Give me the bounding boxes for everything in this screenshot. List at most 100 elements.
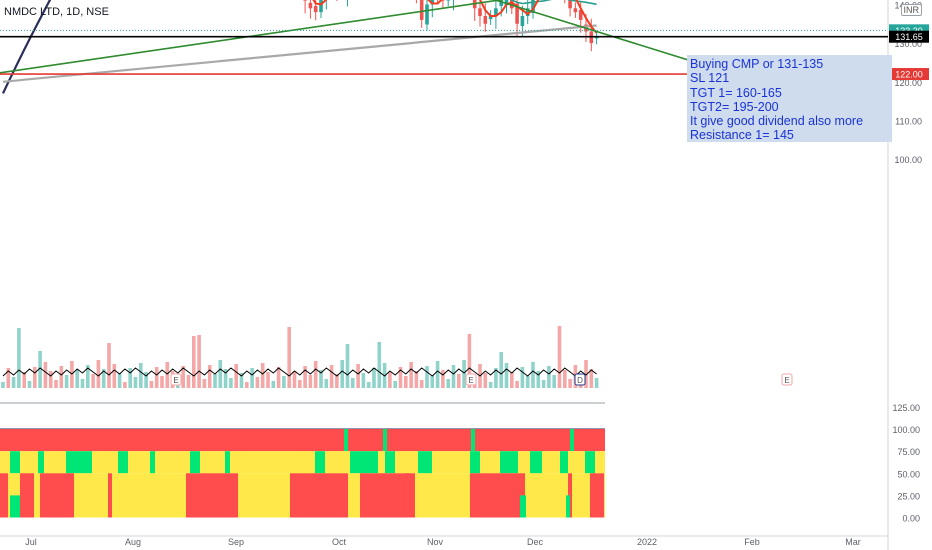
analysis-note: Buying CMP or 131-135 SL 121 TGT 1= 160-… [687,55,892,142]
band-bottom-signal [186,473,238,518]
volume-bar [107,343,111,388]
volume-bar [568,379,572,388]
note-line: TGT 1= 160-165 [690,85,782,100]
volume-bar [536,371,541,388]
volume-bar [552,375,556,388]
candle-body [504,0,509,6]
y-tick-label: 25.00 [897,491,920,501]
volume-bar [541,380,546,388]
volume-bar [446,379,450,388]
volume-bar [48,371,53,388]
event-marker-label: D [577,376,583,385]
x-tick-label: Nov [427,537,444,547]
trendline-support [0,0,506,74]
volume-bar [229,378,233,388]
volume-bar [388,372,392,388]
volume-bar [393,381,397,388]
band-mid-signal [225,451,230,474]
x-tick-label: Jul [25,537,37,547]
volume-bar [33,367,37,388]
volume-bar [260,363,265,388]
band-bottom-signal [20,473,34,518]
volume-bar [250,368,254,388]
x-tick-label: Oct [332,537,347,547]
volume-bar [27,381,32,388]
volume-bar [520,367,525,388]
ma-grey-line [2,24,597,83]
candle-body [441,0,445,1]
band-bottom-signal [40,473,74,518]
volume-bar [86,365,90,388]
candle-body [308,2,313,9]
candle-body [573,8,578,13]
y-tick-label: 100.00 [892,425,920,435]
volume-bar [372,368,376,388]
band-bottom-signal [360,473,410,518]
volume-bar [451,365,456,388]
volume-bar [1,382,5,388]
candle-body [531,0,535,13]
x-tick-label: Dec [527,537,544,547]
ema-line [312,0,598,34]
y-tick-label: 130.00 [894,39,922,49]
volume-bar [488,382,493,388]
volume-bar [366,382,371,388]
band-mid-signal [418,451,432,474]
volume-bar [64,375,69,388]
event-marker-box [465,373,477,386]
candle-body [525,8,530,17]
volume-bar [499,352,503,388]
volume-bar [457,374,461,388]
chart-title: NMDC LTD, 1D, NSE [4,6,109,18]
x-tick-label: Feb [744,537,760,547]
volume-bar [202,379,207,388]
volume-bar [54,380,58,388]
note-line: TGT2= 195-200 [690,99,779,114]
y-tick-label: 50.00 [897,469,920,479]
volume-bar [123,382,127,388]
candle-body [303,0,307,1]
y-tick-label: 100.00 [894,155,922,165]
candle-body [578,9,583,20]
volume-bar [351,378,355,388]
band-mid-signal [118,451,128,474]
volume-bar [324,379,329,388]
event-marker-box [170,373,182,386]
y-tick-label: 110.00 [895,116,922,126]
volume-bar [441,370,445,388]
event-marker: E [170,373,182,386]
candle-body [319,0,323,13]
price-label-badge [889,30,929,43]
volume-bar [345,344,350,388]
volume-bar [292,371,297,388]
band-mid-signal [66,451,92,474]
candle-body [499,0,503,6]
volume-bar [128,368,132,388]
volume-bar [186,375,191,388]
band-mid-signal [530,451,542,474]
volume-bar [6,368,11,388]
volume-bar [563,370,567,388]
band-bottom-signal [290,473,348,518]
volume-bar [38,351,42,388]
volume-bar [589,369,594,388]
volume-bar [239,373,244,388]
volume-bar [308,375,313,388]
band-bottom-signal [10,495,20,518]
y-tick-label: 0.00 [902,514,920,524]
candle-body [313,5,318,13]
volume-bar [340,360,344,388]
volume-bar [192,336,196,388]
volume-bar [531,362,535,388]
volume-bar [181,366,185,388]
volume-bar [282,376,286,388]
volume-bar [22,372,26,388]
volume-bar [435,361,440,388]
band-mid-signal [585,451,595,474]
volume-bar [425,366,429,388]
candle-body [568,0,572,9]
volume-bar [361,373,366,388]
volume-bar [160,376,164,388]
volume-bar [197,335,201,388]
